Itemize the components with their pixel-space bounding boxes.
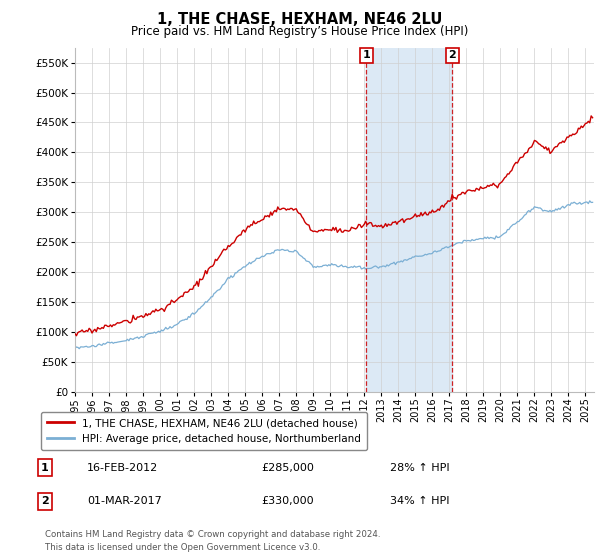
Text: 1: 1 <box>362 50 370 60</box>
Text: 34% ↑ HPI: 34% ↑ HPI <box>390 496 449 506</box>
Text: 28% ↑ HPI: 28% ↑ HPI <box>390 463 449 473</box>
Text: 1, THE CHASE, HEXHAM, NE46 2LU: 1, THE CHASE, HEXHAM, NE46 2LU <box>157 12 443 27</box>
Text: 2: 2 <box>41 496 49 506</box>
Text: £285,000: £285,000 <box>261 463 314 473</box>
Text: This data is licensed under the Open Government Licence v3.0.: This data is licensed under the Open Gov… <box>45 543 320 552</box>
Text: 01-MAR-2017: 01-MAR-2017 <box>87 496 162 506</box>
Text: 2: 2 <box>448 50 456 60</box>
Text: £330,000: £330,000 <box>261 496 314 506</box>
Text: Price paid vs. HM Land Registry’s House Price Index (HPI): Price paid vs. HM Land Registry’s House … <box>131 25 469 38</box>
Legend: 1, THE CHASE, HEXHAM, NE46 2LU (detached house), HPI: Average price, detached ho: 1, THE CHASE, HEXHAM, NE46 2LU (detached… <box>41 412 367 450</box>
Text: 1: 1 <box>41 463 49 473</box>
Text: 16-FEB-2012: 16-FEB-2012 <box>87 463 158 473</box>
Text: Contains HM Land Registry data © Crown copyright and database right 2024.: Contains HM Land Registry data © Crown c… <box>45 530 380 539</box>
Bar <box>367 48 452 392</box>
